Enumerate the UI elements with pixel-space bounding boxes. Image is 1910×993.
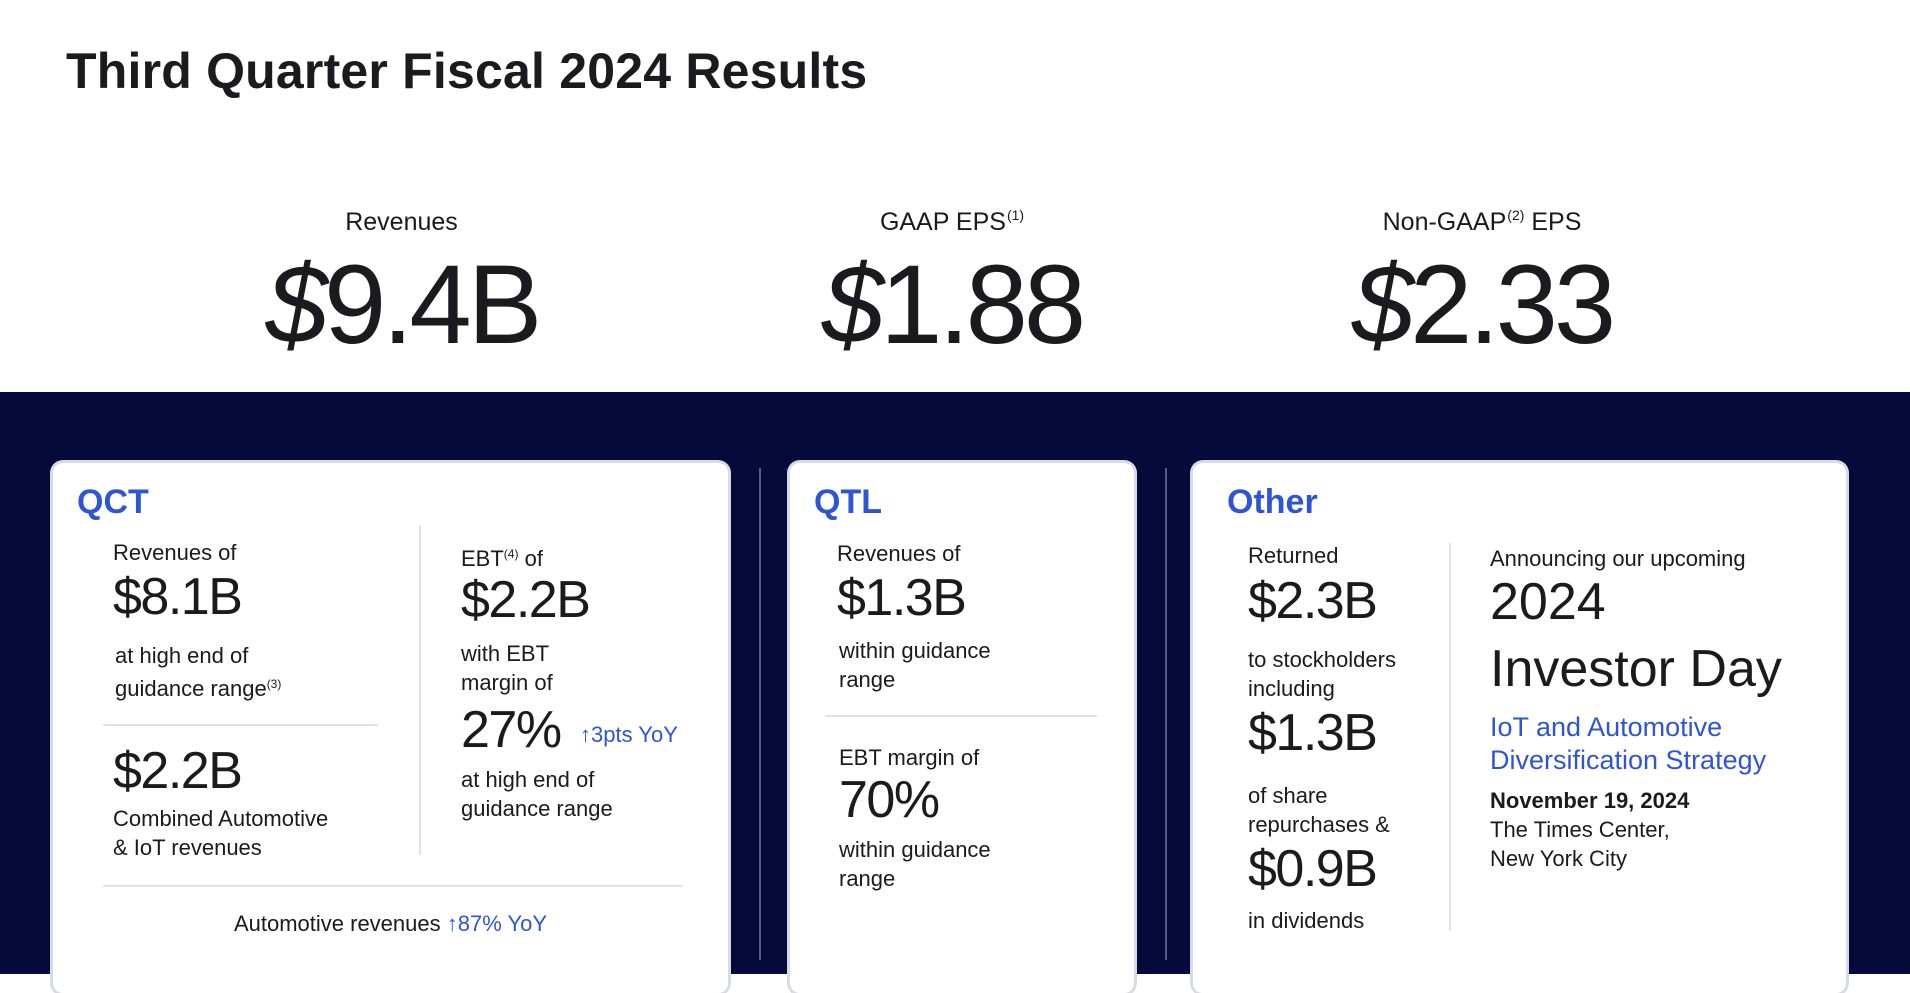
qct-ebt-note: with EBT margin of bbox=[461, 641, 553, 695]
non-gaap-eps-metric: Non-GAAP(2) EPS $2.33 bbox=[1272, 198, 1692, 367]
qct-margin-note: at high end of guidance range bbox=[461, 767, 613, 821]
gaap-eps-metric: GAAP EPS(1) $1.88 bbox=[742, 198, 1162, 367]
divider bbox=[103, 724, 378, 726]
other-dividend-value: $0.9B bbox=[1248, 840, 1378, 898]
qct-ebt-value: $2.2B bbox=[461, 571, 591, 629]
revenues-metric: Revenues $9.4B bbox=[192, 198, 612, 367]
qtl-revenues-label: Revenues of bbox=[837, 541, 961, 566]
divider bbox=[1449, 543, 1451, 931]
qtl-title: QTL bbox=[814, 483, 882, 521]
qtl-card: QTL Revenues of $1.3B within guidance ra… bbox=[790, 463, 1134, 993]
metric-value: $9.4B bbox=[265, 242, 543, 367]
qct-automotive-footer: Automotive revenues ↑87% YoY bbox=[233, 911, 548, 936]
divider bbox=[419, 525, 421, 855]
qct-margin-change: ↑3pts YoY bbox=[580, 722, 678, 747]
qtl-ebt-label: EBT margin of bbox=[839, 745, 980, 770]
qtl-revenues-note: within guidance range bbox=[839, 638, 991, 692]
qct-ebt-label: EBT(4) of bbox=[461, 546, 543, 571]
metric-label: Non-GAAP(2) EPS bbox=[1382, 207, 1582, 236]
other-event-venue: The Times Center, New York City bbox=[1490, 817, 1670, 871]
other-event-date: November 19, 2024 bbox=[1490, 788, 1690, 813]
qtl-ebt-value: 70% bbox=[839, 771, 940, 829]
qtl-ebt-note: within guidance range bbox=[839, 837, 991, 891]
divider bbox=[825, 715, 1097, 717]
divider bbox=[1165, 468, 1167, 960]
other-dividend-note: in dividends bbox=[1248, 908, 1365, 933]
divider bbox=[759, 468, 761, 960]
other-repurchase-note: of share repurchases & bbox=[1248, 783, 1390, 837]
metric-label: Revenues bbox=[345, 208, 458, 236]
other-event-name: Investor Day bbox=[1490, 640, 1782, 698]
other-returned-note: to stockholders including bbox=[1248, 647, 1396, 701]
other-returned-label: Returned bbox=[1248, 543, 1339, 568]
page-title: Third Quarter Fiscal 2024 Results bbox=[66, 43, 868, 99]
other-event-topic: IoT and Automotive Diversification Strat… bbox=[1490, 712, 1767, 775]
other-card: Other Returned $2.3B to stockholders inc… bbox=[1193, 463, 1846, 993]
qct-iot-label: Combined Automotive & IoT revenues bbox=[113, 806, 329, 860]
metric-value: $2.33 bbox=[1351, 242, 1616, 367]
qct-revenues-note: at high end of guidance range(3) bbox=[115, 643, 282, 701]
other-repurchase-value: $1.3B bbox=[1248, 704, 1378, 762]
qct-revenues-label: Revenues of bbox=[113, 540, 237, 565]
other-returned-value: $2.3B bbox=[1248, 572, 1378, 630]
qct-title: QCT bbox=[77, 483, 149, 521]
metric-label: GAAP EPS(1) bbox=[879, 207, 1025, 236]
divider bbox=[103, 885, 683, 887]
other-title: Other bbox=[1227, 483, 1318, 521]
metric-value: $1.88 bbox=[821, 242, 1086, 367]
qtl-revenues-value: $1.3B bbox=[837, 569, 967, 627]
other-announce-label: Announcing our upcoming bbox=[1490, 546, 1746, 571]
qct-card: QCT Revenues of $8.1B at high end of gui… bbox=[53, 463, 728, 993]
qct-margin-value: 27% bbox=[461, 701, 562, 759]
qct-iot-value: $2.2B bbox=[113, 742, 243, 800]
qct-revenues-value: $8.1B bbox=[113, 568, 243, 626]
other-event-year: 2024 bbox=[1490, 573, 1606, 631]
